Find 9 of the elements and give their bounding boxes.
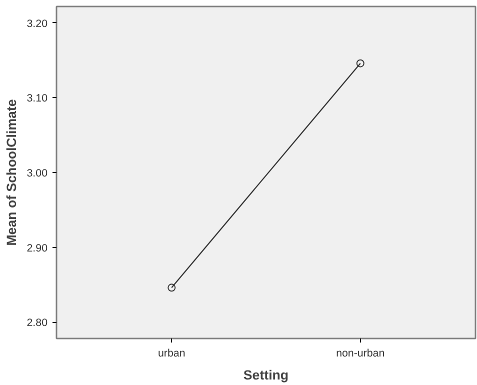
y-tick-label: 3.00 — [26, 168, 48, 180]
y-axis-title: Mean of SchoolClimate — [4, 99, 19, 246]
x-tick-label: non-urban — [336, 348, 385, 360]
x-tick-label: urban — [158, 348, 186, 360]
y-tick-label: 3.10 — [26, 92, 48, 105]
y-tick-label: 3.20 — [26, 18, 48, 30]
y-tick-label: 2.90 — [26, 242, 48, 254]
x-axis-title: Setting — [243, 368, 289, 382]
y-tick-label: 2.80 — [26, 317, 48, 330]
